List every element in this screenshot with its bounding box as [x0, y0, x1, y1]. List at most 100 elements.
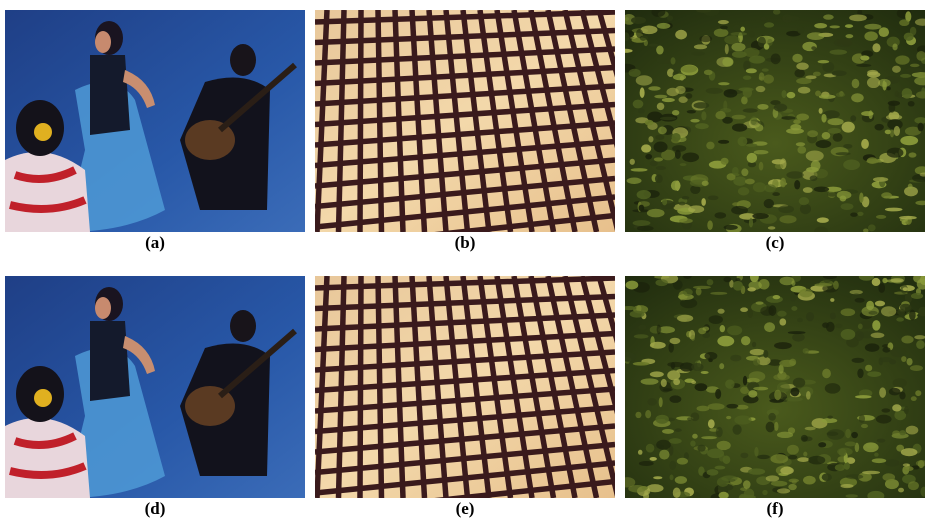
leaf — [761, 17, 767, 21]
figure-images — [0, 0, 928, 521]
leaf — [719, 363, 724, 369]
leaf — [646, 444, 655, 453]
leaf — [720, 26, 728, 30]
leaf — [819, 108, 823, 114]
leaf — [718, 140, 729, 144]
leaf — [788, 331, 806, 334]
leaf — [827, 429, 845, 440]
leaf — [779, 215, 796, 223]
leaf — [626, 281, 639, 290]
leaf — [790, 294, 796, 302]
leaf — [859, 192, 863, 202]
leaf — [675, 476, 687, 484]
leaf — [878, 283, 885, 293]
leaf — [772, 159, 785, 164]
leaf — [882, 473, 895, 481]
figure: (() => { const data = JSON.parse(documen… — [0, 0, 928, 521]
leaf — [645, 120, 654, 126]
leaf — [694, 102, 710, 108]
leaf — [637, 226, 654, 231]
leaf — [671, 57, 676, 64]
leaf — [803, 452, 807, 457]
leaf — [639, 205, 645, 212]
leaf — [691, 363, 703, 371]
leaf — [750, 349, 765, 356]
leaf — [872, 278, 881, 286]
leaf — [851, 93, 864, 102]
panel-image — [274, 10, 661, 248]
leaf — [764, 199, 774, 208]
flower — [34, 389, 52, 407]
leaf — [885, 459, 900, 466]
leaf — [773, 374, 789, 380]
leaf — [706, 142, 714, 150]
leaf — [638, 108, 645, 113]
leaf — [762, 68, 769, 71]
leaf — [889, 359, 896, 364]
leaf — [688, 205, 704, 213]
leaf — [666, 88, 678, 97]
leaf — [723, 455, 731, 464]
leaf — [732, 115, 746, 120]
leaf — [641, 378, 659, 384]
dancer-face — [95, 31, 111, 53]
leaf — [645, 410, 651, 418]
leaf — [792, 54, 802, 63]
leaf — [841, 203, 854, 210]
leaf — [861, 424, 868, 428]
leaf — [617, 49, 632, 53]
leaf — [644, 40, 648, 46]
leaf — [675, 30, 687, 40]
leaf — [827, 416, 833, 419]
leaf — [637, 190, 651, 199]
leaf — [653, 476, 662, 479]
leaf — [759, 162, 764, 171]
flower — [34, 123, 52, 141]
leaf — [752, 342, 756, 348]
leaf — [806, 150, 824, 161]
leaf — [890, 278, 903, 283]
leaf — [921, 87, 925, 97]
leaf — [918, 307, 927, 317]
leaf — [657, 324, 661, 334]
leaf — [845, 494, 857, 498]
leaf — [756, 86, 766, 92]
leaf — [741, 336, 750, 345]
leaf — [797, 457, 809, 462]
leaf — [875, 301, 885, 307]
leaf — [733, 281, 743, 291]
leaf — [913, 273, 925, 283]
panel-caption: (c) — [625, 233, 925, 253]
leaf — [737, 137, 747, 147]
leaf — [770, 454, 788, 463]
leaf — [889, 388, 901, 395]
leaf — [745, 179, 755, 185]
leaf — [717, 336, 734, 347]
leaf — [732, 167, 739, 176]
leaf — [696, 8, 711, 13]
leaf — [873, 177, 888, 182]
leaf — [657, 23, 671, 29]
leaf — [715, 111, 725, 119]
leaf — [799, 197, 809, 205]
leaf — [886, 87, 890, 91]
leaf — [836, 92, 846, 97]
leaf — [903, 287, 908, 291]
leaf — [732, 51, 747, 58]
leaf — [855, 298, 865, 303]
leaf — [696, 288, 702, 296]
leaf — [837, 191, 852, 199]
leaf — [895, 91, 899, 97]
leaf — [810, 175, 818, 181]
leaf — [655, 279, 667, 286]
leaf — [641, 144, 651, 152]
leaf — [692, 52, 705, 56]
leaf — [636, 29, 643, 38]
leaf — [743, 88, 752, 98]
leaf — [793, 378, 805, 388]
leaf — [862, 471, 880, 474]
leaf — [708, 195, 719, 200]
dancer-body — [90, 321, 130, 401]
leaf — [899, 430, 906, 435]
leaf — [845, 442, 857, 447]
